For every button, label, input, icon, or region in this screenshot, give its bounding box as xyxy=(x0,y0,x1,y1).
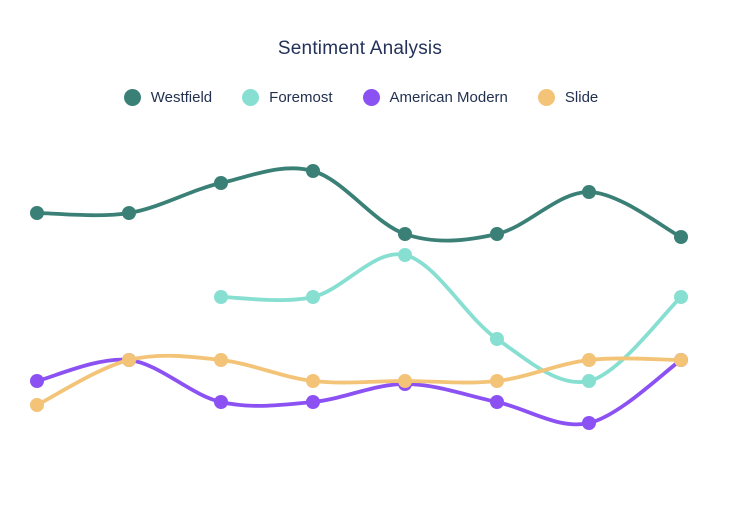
legend-marker-icon xyxy=(242,89,260,106)
data-point-westfield[interactable] xyxy=(674,230,688,244)
legend-item-westfield[interactable]: Westfield xyxy=(123,89,213,106)
data-point-slide[interactable] xyxy=(398,374,412,388)
data-point-westfield[interactable] xyxy=(582,185,596,199)
data-point-foremost[interactable] xyxy=(398,248,412,262)
data-point-american-modern[interactable] xyxy=(30,374,44,388)
chart-title: Sentiment Analysis xyxy=(277,38,443,59)
legend-item-american-modern[interactable]: American Modern xyxy=(362,89,508,106)
legend-item-label: American Modern xyxy=(389,89,508,106)
legend-marker-icon xyxy=(537,89,555,106)
data-point-foremost[interactable] xyxy=(674,290,688,304)
data-point-slide[interactable] xyxy=(306,374,320,388)
data-point-american-modern[interactable] xyxy=(306,395,320,409)
legend-marker-icon xyxy=(123,89,141,106)
legend-item-foremost[interactable]: Foremost xyxy=(242,89,333,106)
data-point-westfield[interactable] xyxy=(122,206,136,220)
data-point-foremost[interactable] xyxy=(306,290,320,304)
data-point-slide[interactable] xyxy=(30,398,44,412)
data-point-slide[interactable] xyxy=(582,353,596,367)
legend-marker-icon xyxy=(362,89,380,106)
data-point-slide[interactable] xyxy=(214,353,228,367)
data-point-foremost[interactable] xyxy=(582,374,596,388)
data-point-slide[interactable] xyxy=(674,353,688,367)
legend-item-label: Slide xyxy=(564,89,599,106)
data-point-american-modern[interactable] xyxy=(214,395,228,409)
data-point-westfield[interactable] xyxy=(398,227,412,241)
data-point-westfield[interactable] xyxy=(306,164,320,178)
data-point-westfield[interactable] xyxy=(490,227,504,241)
series-line-foremost xyxy=(219,252,683,384)
data-point-foremost[interactable] xyxy=(490,332,504,346)
data-point-slide[interactable] xyxy=(490,374,504,388)
data-point-foremost[interactable] xyxy=(214,290,228,304)
series-line-american-modern xyxy=(35,357,683,427)
data-point-slide[interactable] xyxy=(122,353,136,367)
series-line-westfield xyxy=(35,166,683,243)
legend-item-label: Foremost xyxy=(269,89,333,106)
data-point-westfield[interactable] xyxy=(30,206,44,220)
chart-legend: Westfield Foremost American Modern Slide xyxy=(0,89,722,106)
data-point-american-modern[interactable] xyxy=(582,416,596,430)
legend-item-label: Westfield xyxy=(150,89,213,106)
data-point-westfield[interactable] xyxy=(214,176,228,190)
data-point-american-modern[interactable] xyxy=(490,395,504,409)
legend-item-slide[interactable]: Slide xyxy=(537,89,599,106)
